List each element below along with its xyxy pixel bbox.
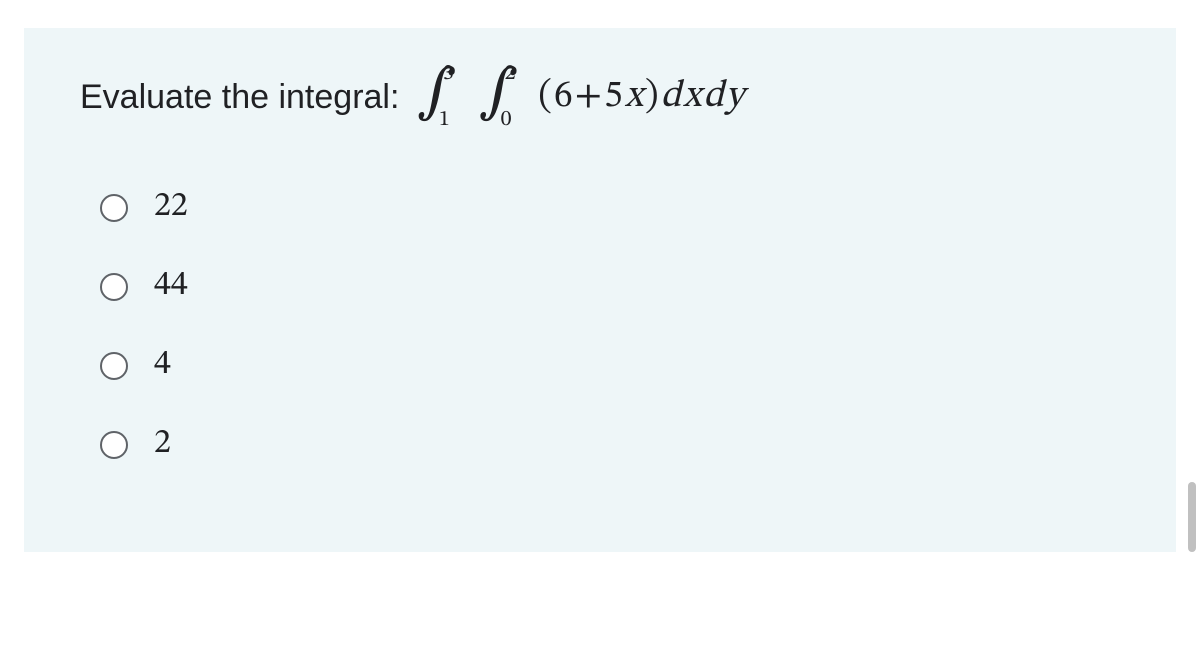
option-label: 22 [154, 186, 188, 229]
question-panel: Evaluate the integral: ∫ 3 1 ∫ 2 0 ( 6 +… [24, 28, 1176, 552]
inner-integral-lower: 0 [501, 106, 512, 134]
inner-integral: ∫ 2 0 [479, 68, 519, 126]
option-label: 2 [154, 423, 171, 466]
question-math: ∫ 3 1 ∫ 2 0 ( 6 + 5 x ) d x d y [415, 68, 744, 126]
option-label: 44 [154, 265, 188, 308]
radio-icon[interactable] [100, 431, 128, 459]
radio-icon[interactable] [100, 194, 128, 222]
radio-icon[interactable] [100, 352, 128, 380]
answer-option-2[interactable]: 44 [100, 265, 1120, 308]
paren-open: ( [538, 73, 552, 121]
answer-option-3[interactable]: 4 [100, 344, 1120, 387]
inner-integral-upper: 2 [505, 60, 516, 88]
paren-close: ) [645, 73, 659, 121]
question-text: Evaluate the integral: ∫ 3 1 ∫ 2 0 ( 6 +… [80, 68, 1120, 126]
differential-dy-var: y [726, 73, 744, 121]
differential-dx-d: d [661, 73, 681, 121]
differential-dy-d: d [703, 73, 723, 121]
outer-integral-upper: 3 [443, 60, 454, 88]
outer-integral-lower: 1 [439, 106, 450, 134]
question-prompt: Evaluate the integral: [80, 78, 409, 117]
option-label: 4 [154, 344, 171, 387]
integrand-constant-a: 6 [554, 73, 573, 121]
integrand-coeff-b: 5 [604, 73, 623, 121]
differential-dx-var: x [683, 73, 701, 121]
scrollbar-thumb[interactable] [1188, 482, 1196, 552]
integrand-variable-x: x [625, 73, 643, 121]
answer-option-1[interactable]: 22 [100, 186, 1120, 229]
answer-options: 22 44 4 2 [100, 186, 1120, 466]
answer-option-4[interactable]: 2 [100, 423, 1120, 466]
outer-integral: ∫ 3 1 [417, 68, 457, 126]
radio-icon[interactable] [100, 273, 128, 301]
integrand-operator: + [575, 73, 602, 121]
